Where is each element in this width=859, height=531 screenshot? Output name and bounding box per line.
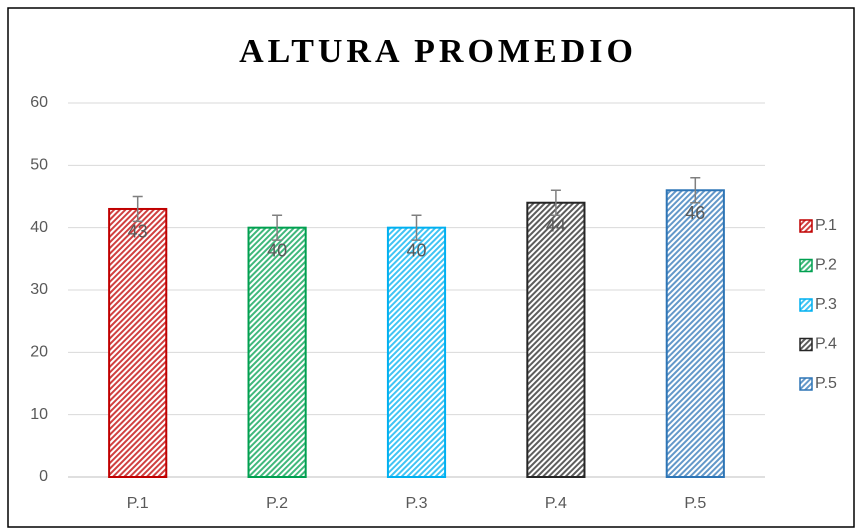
legend-label: P.5 (815, 375, 837, 392)
y-tick-label: 0 (39, 468, 48, 485)
error-bar (690, 177, 701, 204)
y-tick-label: 10 (30, 406, 48, 423)
x-tick-label: P.4 (545, 495, 567, 512)
legend-label: P.2 (815, 257, 837, 274)
legend-swatch (799, 219, 813, 233)
y-tick-label: 60 (30, 94, 48, 111)
error-bar (132, 195, 143, 223)
legend-label: P.4 (815, 336, 837, 353)
legend-swatch (799, 337, 813, 352)
legend-swatch (799, 258, 813, 273)
error-bar (411, 214, 422, 241)
data-label: 40 (406, 240, 426, 260)
x-tick-label: P.2 (266, 495, 288, 512)
error-bar (272, 214, 283, 241)
legend-swatch (799, 298, 813, 312)
chart-title: ALTURA PROMEDIO (239, 33, 637, 70)
y-tick-label: 40 (30, 219, 48, 236)
legend-swatch (799, 377, 813, 391)
bar (386, 226, 447, 478)
y-tick-label: 50 (30, 157, 48, 174)
bar (526, 201, 586, 478)
bar (108, 207, 168, 478)
x-tick-label: P.5 (684, 495, 706, 512)
data-label: 46 (685, 203, 705, 223)
x-tick-label: P.1 (127, 495, 149, 512)
data-label: 44 (546, 215, 566, 235)
bar (665, 189, 725, 478)
y-tick-label: 20 (30, 344, 48, 361)
legend-label: P.3 (815, 296, 837, 313)
legend-label: P.1 (815, 217, 837, 234)
y-tick-label: 30 (30, 281, 48, 298)
bar (247, 226, 307, 478)
x-tick-label: P.3 (406, 495, 428, 512)
data-label: 43 (128, 222, 148, 242)
error-bar (550, 189, 561, 216)
data-label: 40 (267, 240, 287, 260)
